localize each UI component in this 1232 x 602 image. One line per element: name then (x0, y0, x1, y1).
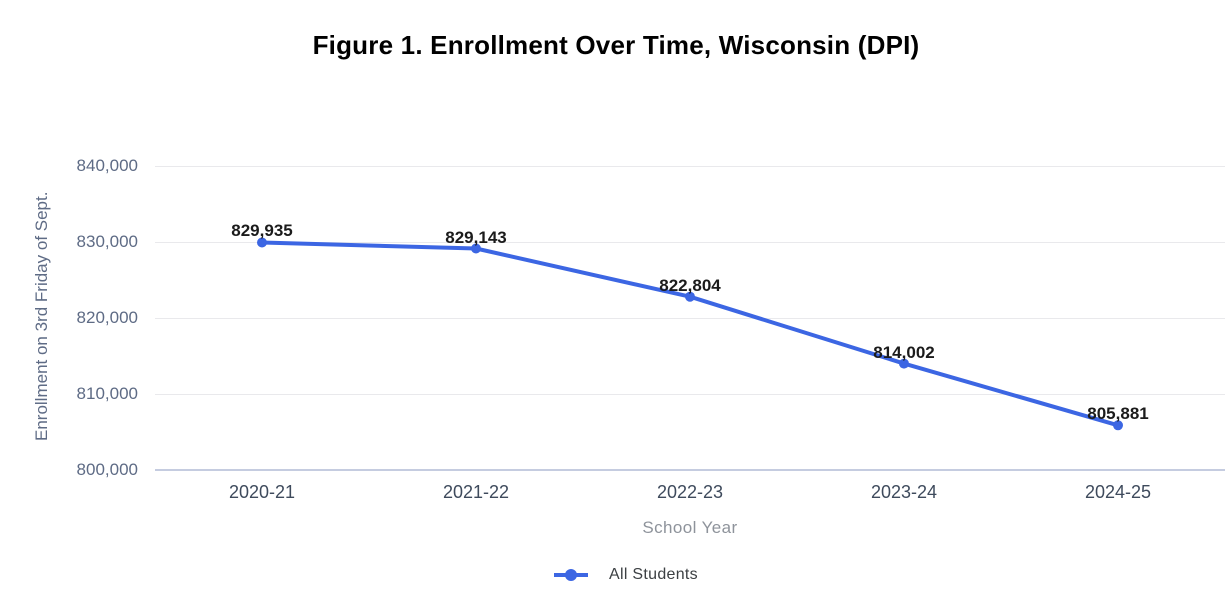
legend-line-dot-icon (554, 569, 588, 581)
y-tick-label: 810,000 (76, 384, 138, 403)
data-label: 805,881 (1087, 404, 1149, 424)
y-tick-label: 830,000 (76, 232, 138, 251)
data-point-2023-24 (899, 358, 909, 369)
data-label: 829,935 (231, 221, 293, 241)
series-line (260, 240, 1120, 428)
legend-label: All Students (609, 566, 698, 583)
data-point-2020-21 (257, 237, 267, 248)
series-svg (257, 237, 1123, 431)
y-tick-label: 840,000 (76, 156, 138, 175)
gridline (155, 242, 1225, 243)
y-tick-label: 820,000 (76, 308, 138, 327)
data-label: 829,143 (445, 227, 507, 247)
x-axis-baseline (155, 469, 1225, 471)
data-label: 822,804 (659, 275, 721, 295)
data-point-2022-23 (685, 291, 695, 302)
gridline (155, 318, 1225, 319)
data-label: 814,002 (873, 342, 935, 362)
chart-title: Figure 1. Enrollment Over Time, Wisconsi… (312, 30, 920, 60)
x-tick-label: 2022-23 (656, 482, 724, 502)
gridline (155, 166, 1225, 167)
x-tick-label: 2021-22 (442, 482, 510, 502)
x-tick-label: 2024-25 (1084, 482, 1152, 502)
x-tick-label: 2020-21 (228, 482, 296, 502)
data-point-2021-22 (471, 243, 481, 254)
data-point-2024-25 (1113, 420, 1123, 431)
gridline (155, 394, 1225, 395)
y-tick-label: 800,000 (76, 460, 138, 479)
legend: All Students (10, 566, 1232, 584)
x-tick-label: 2023-24 (870, 482, 938, 502)
x-axis-title: School Year (642, 518, 738, 537)
plot-area: 829,935 829,143 822,804 814,002 805,881 (155, 166, 1225, 471)
